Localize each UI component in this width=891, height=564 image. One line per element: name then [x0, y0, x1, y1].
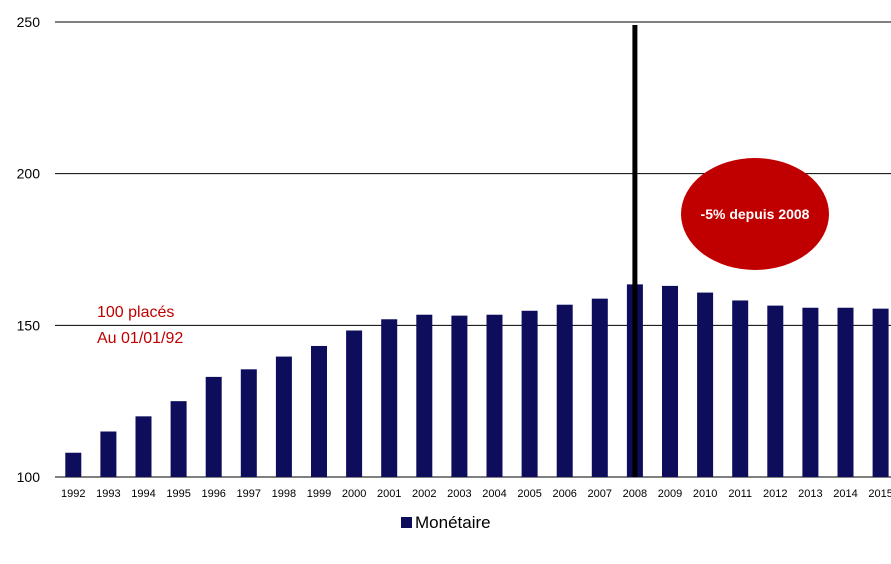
bar-2012 [767, 305, 784, 477]
bar-2005 [521, 310, 538, 477]
bar-1996 [205, 376, 222, 477]
bar-2004 [486, 314, 503, 477]
x-tick-label: 1992 [61, 488, 85, 500]
bar-2001 [381, 319, 398, 477]
bar-1994 [135, 416, 152, 477]
x-tick-label: 1993 [96, 488, 120, 500]
decline-bubble-shape [681, 158, 829, 270]
x-tick-label: 2008 [623, 488, 647, 500]
bar-2007 [591, 298, 608, 477]
x-tick-label: 2002 [412, 488, 436, 500]
x-tick-label: 2015 [868, 488, 891, 500]
base-annotation-line1: 100 placés [97, 304, 174, 321]
x-tick-label: 1997 [237, 488, 261, 500]
bar-series [65, 284, 889, 477]
bar-1995 [170, 401, 187, 477]
bar-2002 [416, 314, 433, 477]
x-tick-label: 2001 [377, 488, 401, 500]
decline-bubble: -5% depuis 2008 [681, 158, 829, 270]
bar-2015 [872, 308, 889, 477]
gridlines [55, 21, 891, 478]
legend-label-monetaire: Monétaire [415, 513, 491, 532]
base-annotation-line2: Au 01/01/92 [97, 330, 183, 347]
legend: Monétaire [401, 513, 491, 532]
x-tick-label: 1996 [201, 488, 225, 500]
decline-bubble-label: -5% depuis 2008 [701, 206, 810, 222]
y-tick-label: 100 [17, 469, 41, 485]
x-tick-label: 1999 [307, 488, 331, 500]
y-tick-label: 250 [17, 14, 41, 30]
bar-2014 [837, 307, 854, 477]
bar-1997 [240, 369, 257, 477]
bar-2006 [556, 304, 573, 477]
x-tick-label: 2004 [482, 488, 506, 500]
legend-swatch-monetaire [401, 517, 412, 528]
x-tick-label: 1995 [166, 488, 190, 500]
x-tick-label: 2013 [798, 488, 822, 500]
x-tick-label: 2000 [342, 488, 366, 500]
x-tick-label: 2014 [833, 488, 857, 500]
bar-1998 [275, 356, 292, 477]
x-tick-label: 2007 [588, 488, 612, 500]
bar-2009 [662, 285, 678, 477]
bar-1999 [311, 345, 327, 477]
bar-2000 [346, 330, 363, 477]
x-axis-ticks: 1992 1993 1994 1995 1996 1997 1998 1999 2000 2001… [61, 488, 891, 500]
x-tick-label: 2006 [552, 488, 576, 500]
x-tick-label: 2005 [517, 488, 541, 500]
bar-2013 [802, 307, 819, 477]
x-tick-label: 2012 [763, 488, 787, 500]
x-tick-label: 1998 [272, 488, 296, 500]
bar-2011 [732, 300, 749, 477]
x-tick-label: 2010 [693, 488, 717, 500]
x-tick-label: 2011 [728, 488, 752, 500]
bar-1992 [65, 452, 82, 477]
y-tick-label: 200 [17, 166, 41, 182]
y-axis-ticks: 100 150 200 250 [17, 14, 41, 485]
x-tick-label: 2003 [447, 488, 471, 500]
bar-2003 [451, 315, 468, 477]
y-tick-label: 150 [17, 317, 41, 333]
bar-1993 [100, 431, 117, 477]
x-tick-label: 2009 [658, 488, 682, 500]
x-tick-label: 1994 [131, 488, 155, 500]
bar-2010 [697, 292, 714, 477]
